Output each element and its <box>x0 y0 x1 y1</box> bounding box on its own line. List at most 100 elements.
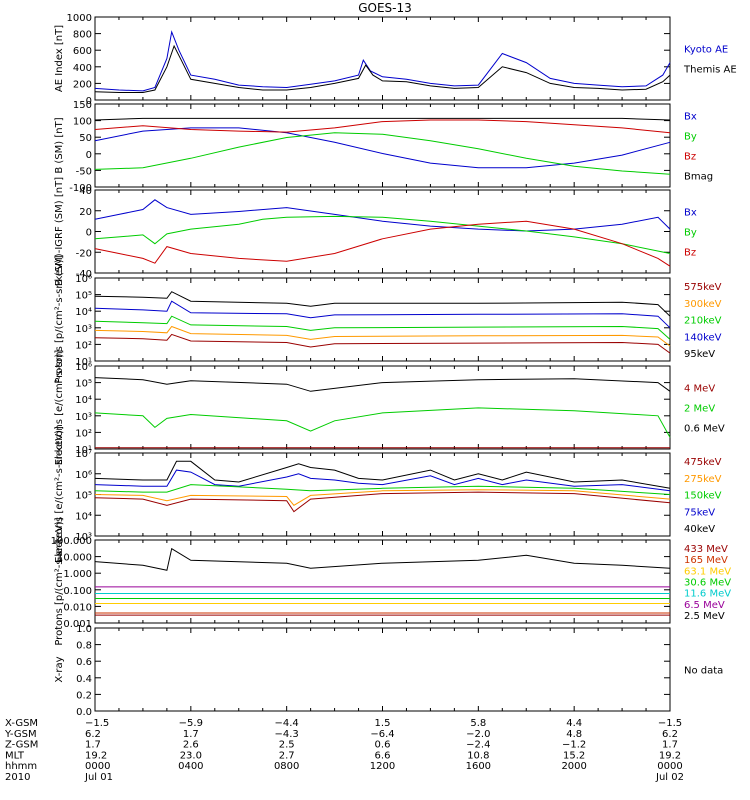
y-axis-title: AE Index [nT] <box>54 25 65 92</box>
y-tick-label: 10² <box>75 428 92 439</box>
y-tick-label: -40 <box>76 269 92 280</box>
panel-3: 40 20 0 -20 -40 B (SM)-IGRF (SM) [nT] Bx By Bz <box>54 177 697 286</box>
ephemeris-value: 2.6 <box>183 740 199 751</box>
ephemeris-value: 0000 <box>657 761 682 772</box>
y-tick-label: 20 <box>79 207 92 218</box>
y-axis-title: X-ray <box>54 656 65 682</box>
ephemeris-row-label: Y-GSM <box>4 729 37 740</box>
ephemeris-value: 15.2 <box>563 750 585 761</box>
ephemeris-value: 23.0 <box>180 750 202 761</box>
ephemeris-value: 0800 <box>274 761 299 772</box>
ephemeris-value: −4.4 <box>275 718 299 729</box>
panel-frame <box>94 277 671 362</box>
ephemeris-value: 6.2 <box>85 729 101 740</box>
ephemeris-row-label: X-GSM <box>5 718 38 729</box>
legend-label: 575keV <box>684 282 722 293</box>
ephemeris-value: −1.2 <box>562 740 586 751</box>
y-tick-label: 800 <box>73 30 92 41</box>
series-line-210kev <box>94 315 671 340</box>
y-tick-label: 10⁶ <box>75 274 92 285</box>
y-tick-label: 100 <box>73 117 92 128</box>
legend-label: 300keV <box>684 299 722 310</box>
legend-label: 4 MeV <box>684 384 715 395</box>
ephemeris-value: −2.4 <box>466 740 490 751</box>
y-tick-label: 10³ <box>75 324 92 335</box>
y-axis-title: B (SM)-IGRF (SM) [nT] <box>54 177 65 286</box>
y-tick-label: -20 <box>76 248 92 259</box>
ephemeris-value: 0400 <box>178 761 203 772</box>
legend-label: 63.1 MeV <box>684 566 731 577</box>
ephemeris-value: 1200 <box>370 761 395 772</box>
series-line-300kev <box>94 325 671 347</box>
legend-label: 475keV <box>684 457 722 468</box>
ephemeris-value: 2.7 <box>279 750 295 761</box>
ephemeris-value: 2.5 <box>279 740 295 751</box>
series-line-bz <box>94 119 671 134</box>
panel-frame <box>94 539 671 624</box>
legend-label: 140keV <box>684 332 722 343</box>
y-tick-label: 10.000 <box>57 553 92 564</box>
y-tick-label: 0.0 <box>76 707 92 718</box>
y-tick-label: 10⁴ <box>75 395 92 406</box>
y-tick-label: 0.2 <box>76 690 92 701</box>
y-tick-label: 200 <box>73 79 92 90</box>
y-tick-label: 10⁴ <box>75 307 92 318</box>
y-tick-label: 100.000 <box>51 536 92 547</box>
ephemeris-value: 4.8 <box>566 729 582 740</box>
ephemeris-value: −1.5 <box>658 718 682 729</box>
legend-label: Bx <box>684 112 697 123</box>
panel-1: 1000 800 600 400 200 0 AE Index [nT] Kyoto AE Th… <box>54 13 737 107</box>
ephemeris-value: Jul 01 <box>84 772 113 783</box>
series-line-2-5-mev <box>94 547 671 571</box>
y-tick-label: 0 <box>86 96 92 107</box>
ephemeris-value: −6.4 <box>370 729 394 740</box>
y-tick-label: 10³ <box>75 532 92 543</box>
y-tick-label: 0.6 <box>76 657 92 668</box>
series-line-150kev <box>94 484 671 495</box>
ephemeris-value: 6.6 <box>375 750 391 761</box>
y-tick-label: 10⁶ <box>75 362 92 373</box>
legend-label: Bz <box>684 248 696 259</box>
y-tick-label: 10² <box>75 340 92 351</box>
series-line-275kev <box>94 489 671 506</box>
legend-label: Themis AE <box>683 65 737 76</box>
legend-label: 210keV <box>684 316 722 327</box>
y-tick-label: 1.000 <box>63 569 92 580</box>
panel-2: 150 100 50 0 -50 -100 B (SM) [nT] Bx By Bz Bmag <box>54 100 713 194</box>
y-tick-label: 400 <box>73 63 92 74</box>
y-tick-label: 1000 <box>67 13 92 24</box>
y-axis-title: Electrons [e/(cm²-s-sr)] <box>54 350 65 466</box>
y-tick-label: 1.0 <box>76 624 92 635</box>
ephemeris-value: 0000 <box>85 761 110 772</box>
ephemeris-row-label: MLT <box>5 750 25 761</box>
ephemeris-value: 2000 <box>561 761 586 772</box>
legend-label: By <box>684 228 697 239</box>
ephemeris-value: −5.9 <box>179 718 203 729</box>
legend-label: 6.5 MeV <box>684 600 725 611</box>
y-tick-label: 600 <box>73 46 92 57</box>
series-line-by <box>94 215 671 254</box>
ephemeris-value: 1.7 <box>183 729 199 740</box>
y-tick-label: 150 <box>73 100 92 111</box>
ephemeris-value: 1.7 <box>85 740 101 751</box>
y-tick-label: 0.100 <box>63 586 92 597</box>
series-line-bmag <box>94 117 671 121</box>
series-line-95kev <box>94 291 671 317</box>
y-tick-label: 0 <box>86 150 92 161</box>
legend-label: 433 MeV <box>684 544 728 555</box>
legend-label: 30.6 MeV <box>684 578 731 589</box>
y-tick-label: 10¹ <box>75 445 92 456</box>
orbit-ephemeris-table: X-GSM −1.5 −5.9 −4.4 1.5 5.8 4.4 −1.5Y-GSM 6.2 1.… <box>4 718 684 783</box>
legend-label: 95keV <box>684 349 715 360</box>
legend-label: 2.5 MeV <box>684 611 725 622</box>
y-tick-label: 0.8 <box>76 641 92 652</box>
ephemeris-value: 6.2 <box>662 729 678 740</box>
legend-label: Kyoto AE <box>684 45 728 56</box>
series-line-themis-ae <box>94 44 671 93</box>
series-line-2-mev <box>94 407 671 438</box>
series-line-bx <box>94 127 671 169</box>
y-tick-label: 0.010 <box>63 602 92 613</box>
series-line-475kev <box>94 491 671 513</box>
